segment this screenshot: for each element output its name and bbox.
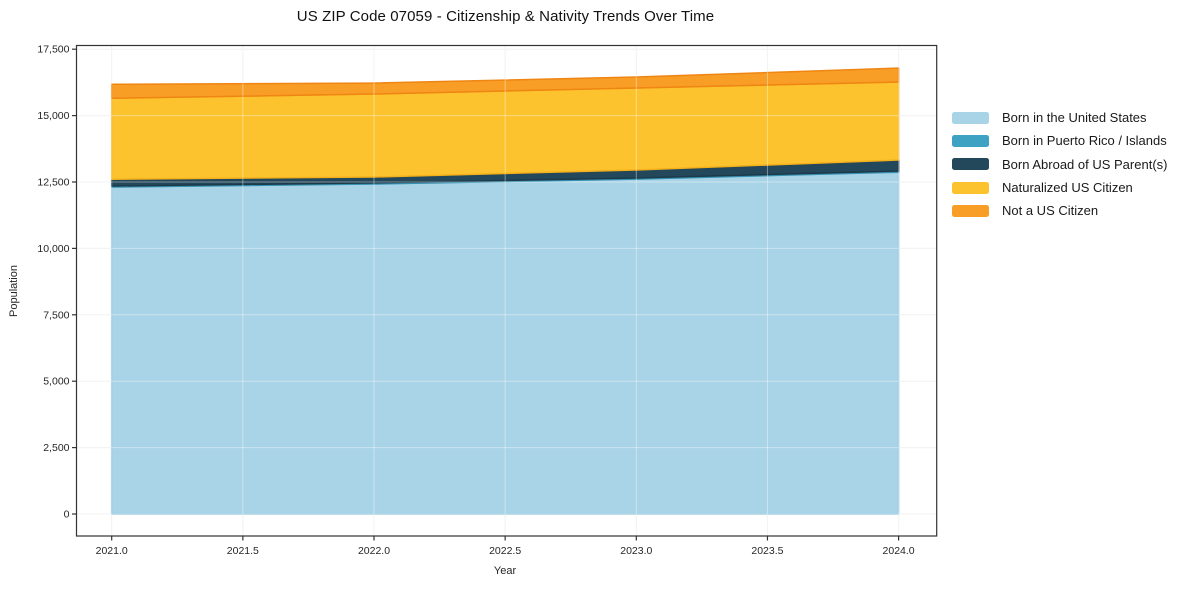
x-tick-label: 2022.5	[489, 545, 521, 557]
y-tick-label: 15,000	[37, 110, 69, 122]
x-tick-label: 2023.5	[751, 545, 783, 557]
y-tick-label: 7,500	[43, 309, 69, 321]
legend-label: Naturalized US Citizen	[1002, 180, 1133, 196]
legend-label: Born Abroad of US Parent(s)	[1002, 156, 1168, 172]
legend-label: Born in Puerto Rico / Islands	[1002, 133, 1167, 149]
y-axis-title: Population	[8, 265, 20, 317]
legend-swatch-icon	[952, 134, 989, 147]
x-tick-label: 2024.0	[883, 545, 915, 557]
y-tick-label: 17,500	[37, 44, 69, 56]
x-tick-label: 2021.0	[96, 545, 128, 557]
y-tick-label: 10,000	[37, 243, 69, 255]
x-tick-label: 2021.5	[227, 545, 259, 557]
y-tick-label: 2,500	[43, 442, 69, 454]
legend: Born in the United States Born in Puerto …	[952, 106, 1167, 222]
y-tick-label: 0	[64, 509, 70, 521]
legend-label: Born in the United States	[1002, 110, 1147, 126]
area-series-4	[110, 67, 900, 100]
plot-border	[75, 44, 938, 537]
legend-item-3: Naturalized US Citizen	[952, 176, 1167, 199]
x-tick-label: 2022.0	[358, 545, 390, 557]
legend-label: Not a US Citizen	[1002, 203, 1099, 219]
legend-item-0: Born in the United States	[952, 106, 1167, 129]
legend-item-4: Not a US Citizen	[952, 199, 1167, 222]
legend-swatch-icon	[952, 181, 989, 194]
legend-swatch-icon	[952, 204, 989, 217]
x-axis-title: Year	[493, 565, 517, 577]
y-tick-label: 5,000	[43, 376, 69, 388]
legend-item-1: Born in Puerto Rico / Islands	[952, 129, 1167, 152]
chart-title: US ZIP Code 07059 - Citizenship & Nativi…	[296, 8, 715, 25]
legend-swatch-icon	[952, 158, 989, 171]
y-tick-label: 12,500	[37, 177, 69, 189]
x-tick-label: 2023.0	[620, 545, 652, 557]
legend-item-2: Born Abroad of US Parent(s)	[952, 153, 1167, 176]
legend-swatch-icon	[952, 111, 989, 124]
